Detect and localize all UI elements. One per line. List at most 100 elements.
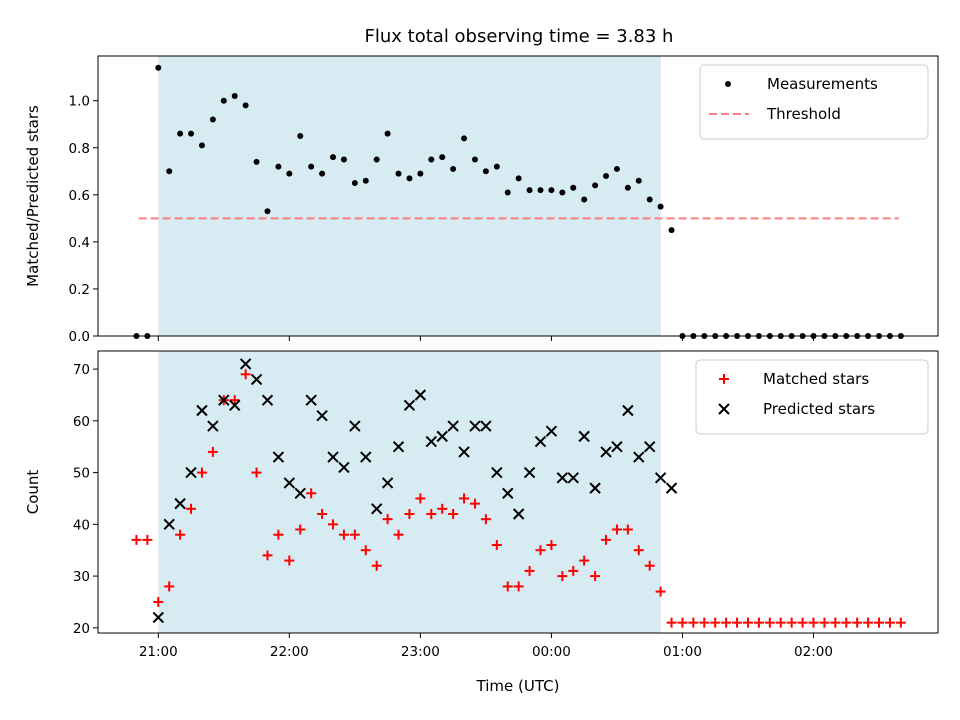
ratio-y-axis-label: Matched/Predicted stars xyxy=(24,105,42,287)
measurement-point xyxy=(592,182,599,189)
matched-star-point xyxy=(884,617,895,628)
matched-star-point xyxy=(732,617,743,628)
ratio-y-axis-ticks: 0.0 0.2 0.4 0.6 0.8 1.0 xyxy=(69,94,98,345)
measurement-point xyxy=(482,168,489,175)
predicted-star-point xyxy=(436,430,448,443)
predicted-star-point xyxy=(447,420,459,432)
predicted-star-point xyxy=(469,420,481,432)
predicted-star-point xyxy=(349,420,361,432)
measurement-point xyxy=(177,130,184,137)
measurement-point xyxy=(657,203,664,210)
legend-label: Measurements xyxy=(767,75,878,93)
matched-star-point xyxy=(535,545,546,556)
predicted-star-point xyxy=(600,446,612,458)
measurement-point xyxy=(668,227,675,234)
predicted-star-point xyxy=(643,441,656,453)
matched-star-point xyxy=(284,555,295,566)
predicted-star-point xyxy=(261,394,274,406)
matched-star-point xyxy=(841,617,852,628)
matched-star-point xyxy=(830,617,841,628)
predicted-star-point xyxy=(381,477,394,489)
predicted-star-point xyxy=(250,373,263,386)
matched-star-point xyxy=(852,617,863,628)
predicted-star-point xyxy=(174,497,186,510)
predicted-star-point xyxy=(611,441,623,453)
y-tick-label: 40 xyxy=(73,517,90,533)
predicted-star-point xyxy=(316,409,328,422)
matched-star-point xyxy=(753,617,764,628)
matched-star-point xyxy=(513,581,524,592)
matched-star-point xyxy=(338,529,349,540)
matched-star-point xyxy=(895,617,906,628)
measurement-point xyxy=(613,165,620,172)
x-axis-label: Time (UTC) xyxy=(476,677,560,695)
measurement-point xyxy=(635,177,642,184)
measurement-point xyxy=(417,170,424,177)
matched-star-point xyxy=(579,555,590,566)
x-tick-label: 00:00 xyxy=(532,644,571,660)
measurement-point xyxy=(253,158,260,165)
measurement-point xyxy=(198,142,205,149)
matched-star-point xyxy=(655,586,666,597)
matched-star-point xyxy=(699,617,710,628)
y-tick-label: 1.0 xyxy=(69,94,90,110)
matched-star-point xyxy=(611,524,622,535)
matched-star-point xyxy=(142,534,153,545)
predicted-star-point xyxy=(589,482,601,494)
predicted-star-point xyxy=(622,404,634,417)
measurement-point xyxy=(275,163,282,170)
predicted-star-point xyxy=(229,399,241,412)
measurement-point xyxy=(515,175,522,182)
y-tick-label: 50 xyxy=(73,466,90,482)
matched-star-point xyxy=(491,540,502,551)
measurement-point xyxy=(646,196,653,203)
predicted-star-point xyxy=(523,466,536,479)
legend-box xyxy=(695,359,929,435)
legend-box xyxy=(699,64,929,140)
predicted-star-point xyxy=(327,451,339,463)
y-tick-label: 20 xyxy=(73,621,90,637)
y-tick-label: 30 xyxy=(73,569,90,585)
measurement-point xyxy=(471,156,478,163)
predicted-star-point xyxy=(425,435,437,448)
count-y-axis-ticks: 20 30 40 50 60 70 xyxy=(73,362,98,637)
measurement-point xyxy=(395,170,402,177)
matched-star-point xyxy=(469,498,480,509)
ratio-x-axis-ticks xyxy=(157,336,815,341)
ratio-plot-frame xyxy=(97,55,939,337)
measurement-point xyxy=(308,163,315,170)
matched-star-point xyxy=(546,540,557,551)
predicted-star-point xyxy=(556,472,569,484)
count-y-axis-label: Count xyxy=(24,470,42,515)
measurement-point xyxy=(231,93,238,99)
predicted-star-point xyxy=(370,503,383,515)
measurement-point xyxy=(504,189,511,196)
measurement-point xyxy=(570,184,577,191)
matched-star-point xyxy=(317,508,328,519)
matched-star-point xyxy=(874,617,885,628)
measurement-point xyxy=(209,116,216,123)
matched-star-point xyxy=(360,545,371,556)
legend-label: Matched stars xyxy=(763,370,869,388)
predicted-star-point xyxy=(196,404,208,417)
predicted-star-point xyxy=(491,466,503,479)
matched-star-point xyxy=(295,524,306,535)
legend-label: Predicted stars xyxy=(763,400,875,418)
predicted-star-point xyxy=(512,508,525,520)
legend-marker-plus xyxy=(719,374,729,384)
predicted-star-point xyxy=(218,394,230,406)
measurement-point xyxy=(297,133,304,139)
predicted-star-point xyxy=(360,451,372,463)
predicted-star-point xyxy=(665,482,678,494)
measurement-point xyxy=(373,156,380,163)
matched-star-point xyxy=(404,508,415,519)
matched-star-point xyxy=(371,560,382,571)
matched-star-point xyxy=(819,617,830,628)
matched-star-point xyxy=(644,560,655,571)
predicted-star-point xyxy=(392,441,405,453)
measurement-point xyxy=(319,170,326,177)
legend-label: Threshold xyxy=(766,105,841,123)
matched-star-point xyxy=(775,617,786,628)
ratio-legend: Measurements Threshold xyxy=(699,64,929,140)
matched-star-point xyxy=(742,617,753,628)
